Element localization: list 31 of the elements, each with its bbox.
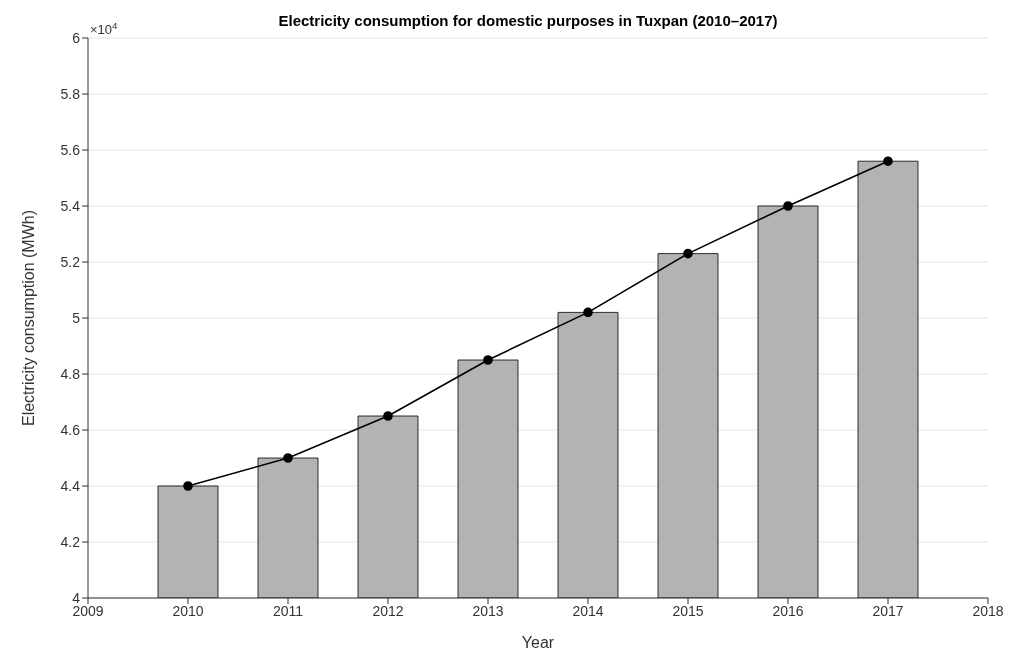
point bbox=[183, 481, 193, 491]
y-tick-label: 4.4 bbox=[60, 477, 81, 494]
y-tick-label: 5.2 bbox=[60, 253, 81, 270]
x-tick-label: 2017 bbox=[872, 602, 904, 619]
point bbox=[483, 355, 493, 365]
x-tick-label: 2010 bbox=[172, 602, 204, 619]
point bbox=[583, 307, 593, 318]
x-tick-label: 2015 bbox=[672, 602, 704, 619]
x-tick-label: 2016 bbox=[772, 602, 804, 619]
point bbox=[683, 248, 693, 259]
x-tick-label: 2013 bbox=[472, 602, 504, 619]
y-tick-label: 5 bbox=[72, 309, 81, 326]
y-tick-label: 5.4 bbox=[60, 197, 81, 214]
point bbox=[383, 411, 393, 421]
point bbox=[883, 156, 893, 166]
y-axis-title: Electricity consumption (MWh) bbox=[19, 209, 37, 427]
y-tick-label: 5.6 bbox=[60, 141, 81, 158]
x-tick-label: 2014 bbox=[572, 602, 604, 619]
point bbox=[783, 201, 793, 211]
y-tick-label: 5.8 bbox=[60, 85, 81, 102]
x-axis-title: Year bbox=[521, 634, 555, 651]
chart-title: Electricity consumption for domestic purposes in Tuxpan (2010–2017) bbox=[278, 12, 778, 29]
x-tick-label: 2012 bbox=[372, 602, 404, 619]
y-tick-label: 6 bbox=[72, 29, 81, 46]
point bbox=[283, 453, 293, 463]
x-tick-label: 2011 bbox=[272, 602, 304, 619]
text: ×10$^{4}$ bbox=[90, 19, 119, 37]
y-tick-label: 4.2 bbox=[60, 533, 81, 550]
x-tick-label: 2018 bbox=[972, 602, 1004, 619]
y-tick-label: 4.6 bbox=[60, 421, 81, 438]
y-tick-label: 4.8 bbox=[60, 365, 81, 382]
